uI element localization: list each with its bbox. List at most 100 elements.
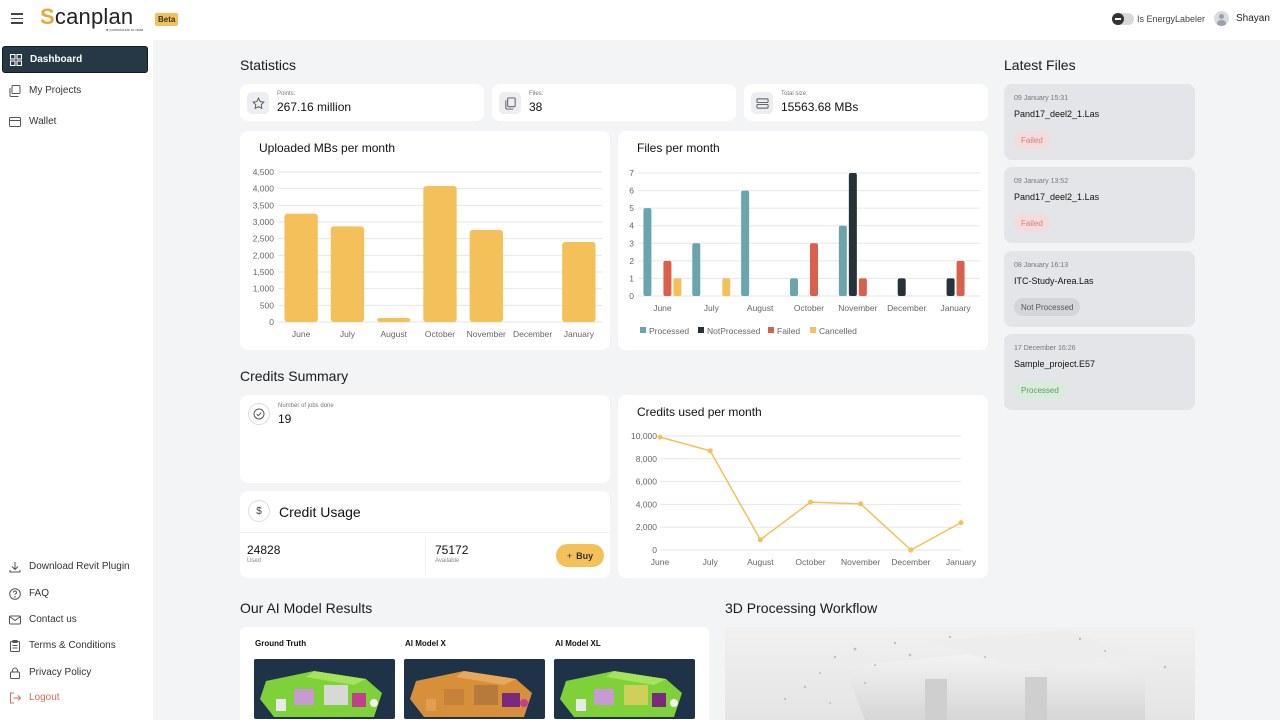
scanplan-logo[interactable]: Scanplan ● pointclouds to data bbox=[40, 6, 143, 34]
x-tick-label: June bbox=[292, 329, 311, 339]
legend-label: NotProcessed bbox=[707, 326, 761, 336]
sidebar-item-label: Privacy Policy bbox=[29, 667, 92, 678]
bar bbox=[643, 208, 652, 296]
bar bbox=[284, 213, 318, 322]
data-point bbox=[858, 501, 864, 507]
y-tick-label: 0 bbox=[629, 291, 634, 301]
bar bbox=[663, 260, 672, 296]
sidebar-item-download-revit-plugin[interactable]: Download Revit Plugin bbox=[2, 553, 148, 580]
y-tick-label: 0 bbox=[269, 317, 274, 327]
sidebar: Dashboard My Projects Wallet Download Re… bbox=[0, 40, 153, 720]
x-tick-label: August bbox=[747, 557, 774, 567]
file-card[interactable]: 17 December 16:26 Sample_project.E57 Pro… bbox=[1004, 334, 1195, 410]
file-name: Pand17_deel2_1.Las bbox=[1014, 109, 1100, 119]
divider bbox=[425, 537, 426, 575]
sidebar-item-wallet[interactable]: Wallet bbox=[2, 108, 148, 135]
sidebar-item-contact-us[interactable]: Contact us bbox=[2, 606, 148, 633]
legend-label: Cancelled bbox=[819, 326, 857, 336]
wallet-icon bbox=[9, 116, 21, 127]
bar bbox=[692, 243, 701, 296]
bar bbox=[838, 225, 847, 296]
x-tick-label: August bbox=[747, 303, 774, 313]
chart-title: Uploaded MBs per month bbox=[259, 141, 396, 155]
buy-button[interactable]: + Buy bbox=[556, 544, 604, 567]
hamburger-menu-icon[interactable] bbox=[11, 13, 23, 24]
credits-summary-title: Credits Summary bbox=[240, 368, 349, 384]
bar bbox=[956, 260, 965, 296]
file-name: ITC-Study-Area.Las bbox=[1014, 276, 1094, 286]
sidebar-item-faq[interactable]: FAQ bbox=[2, 580, 148, 607]
toggle-label: Is EnergyLabeler bbox=[1137, 14, 1206, 24]
x-tick-label: August bbox=[380, 329, 407, 339]
y-tick-label: 0 bbox=[652, 545, 657, 555]
bar bbox=[897, 278, 906, 296]
dashboard-icon bbox=[10, 53, 22, 66]
toggle-switch[interactable] bbox=[1112, 13, 1134, 25]
x-tick-label: January bbox=[940, 303, 971, 313]
file-card[interactable]: 08 January 16:13 ITC-Study-Area.Las Not … bbox=[1004, 251, 1195, 327]
files-per-month-chart: 0 1 2 3 4 5 6 7 June July August October November Dec… bbox=[629, 168, 980, 336]
data-point bbox=[808, 499, 813, 505]
stat-label: Total size: bbox=[781, 91, 808, 97]
y-tick-label: 8,000 bbox=[636, 454, 658, 464]
plus-icon: + bbox=[566, 550, 573, 561]
user-menu[interactable]: Shayan bbox=[1214, 11, 1270, 26]
workflow-image bbox=[725, 627, 1195, 720]
x-tick-label: October bbox=[794, 303, 824, 313]
bar bbox=[848, 173, 857, 296]
sidebar-item-label: Wallet bbox=[29, 116, 57, 127]
statistics-title: Statistics bbox=[240, 57, 297, 73]
chart-title: Files per month bbox=[637, 141, 720, 155]
y-tick-label: 2,000 bbox=[636, 522, 658, 532]
y-tick-label: 1 bbox=[629, 273, 634, 283]
ai-column-title: Ground Truth bbox=[255, 639, 307, 648]
sidebar-item-label: Contact us bbox=[29, 614, 77, 625]
avatar[interactable] bbox=[1214, 11, 1229, 26]
x-tick-label: November bbox=[838, 303, 877, 313]
x-tick-label: November bbox=[467, 329, 506, 339]
file-name: Sample_project.E57 bbox=[1014, 359, 1096, 369]
buy-label: Buy bbox=[576, 550, 594, 561]
bar bbox=[858, 278, 867, 296]
y-tick-label: 2,000 bbox=[253, 250, 275, 260]
jobs-label: Number of jobs done bbox=[278, 403, 334, 409]
x-tick-label: December bbox=[891, 557, 930, 567]
x-tick-label: January bbox=[564, 329, 595, 339]
bar bbox=[673, 278, 682, 296]
help-icon bbox=[9, 587, 21, 600]
data-point bbox=[657, 434, 663, 440]
dollar-icon: $ bbox=[248, 500, 270, 522]
bar bbox=[741, 190, 750, 296]
y-tick-label: 3 bbox=[629, 238, 634, 248]
bar bbox=[330, 226, 365, 322]
credit-usage-card: $ Credit Usage 24828 Used 75172 Availabl… bbox=[240, 491, 610, 578]
data-point bbox=[757, 537, 763, 543]
logo-tagline: ● pointclouds to data bbox=[106, 27, 144, 32]
sidebar-item-logout[interactable]: Logout bbox=[2, 684, 148, 711]
ai-model-xl-image bbox=[554, 659, 695, 719]
status-badge: Failed bbox=[1014, 214, 1050, 232]
file-card[interactable]: 09 January 13:52 Pand17_deel2_1.Las Fail… bbox=[1004, 167, 1195, 243]
status-badge: Processed bbox=[1014, 381, 1066, 399]
status-badge: Failed bbox=[1014, 131, 1050, 149]
stat-value: 38 bbox=[529, 100, 543, 114]
file-name: Pand17_deel2_1.Las bbox=[1014, 192, 1100, 202]
x-tick-label: October bbox=[425, 329, 455, 339]
sidebar-item-label: My Projects bbox=[29, 85, 82, 96]
x-tick-label: January bbox=[946, 557, 977, 567]
latest-files-title: Latest Files bbox=[1004, 57, 1076, 73]
file-card[interactable]: 09 January 15:31 Pand17_deel2_1.Las Fail… bbox=[1004, 84, 1195, 160]
files-per-month-chart-card: Files per month 0 1 2 3 4 5 6 7 June July August Oc… bbox=[618, 131, 988, 350]
legend-label: Failed bbox=[777, 326, 800, 336]
sidebar-item-terms[interactable]: Terms & Conditions bbox=[2, 632, 148, 659]
sidebar-item-my-projects[interactable]: My Projects bbox=[2, 77, 148, 104]
sidebar-item-dashboard[interactable]: Dashboard bbox=[2, 46, 148, 73]
sidebar-item-privacy-policy[interactable]: Privacy Policy bbox=[2, 659, 148, 686]
ai-results-title: Our AI Model Results bbox=[240, 600, 373, 616]
x-tick-label: July bbox=[703, 557, 719, 567]
x-tick-label: December bbox=[887, 303, 926, 313]
stat-value: 15563.68 MBs bbox=[781, 100, 859, 114]
energylabeler-toggle[interactable]: Is EnergyLabeler bbox=[1112, 13, 1205, 25]
logout-icon bbox=[10, 692, 21, 703]
size-stat-card: Total size: 15563.68 MBs bbox=[744, 84, 988, 121]
